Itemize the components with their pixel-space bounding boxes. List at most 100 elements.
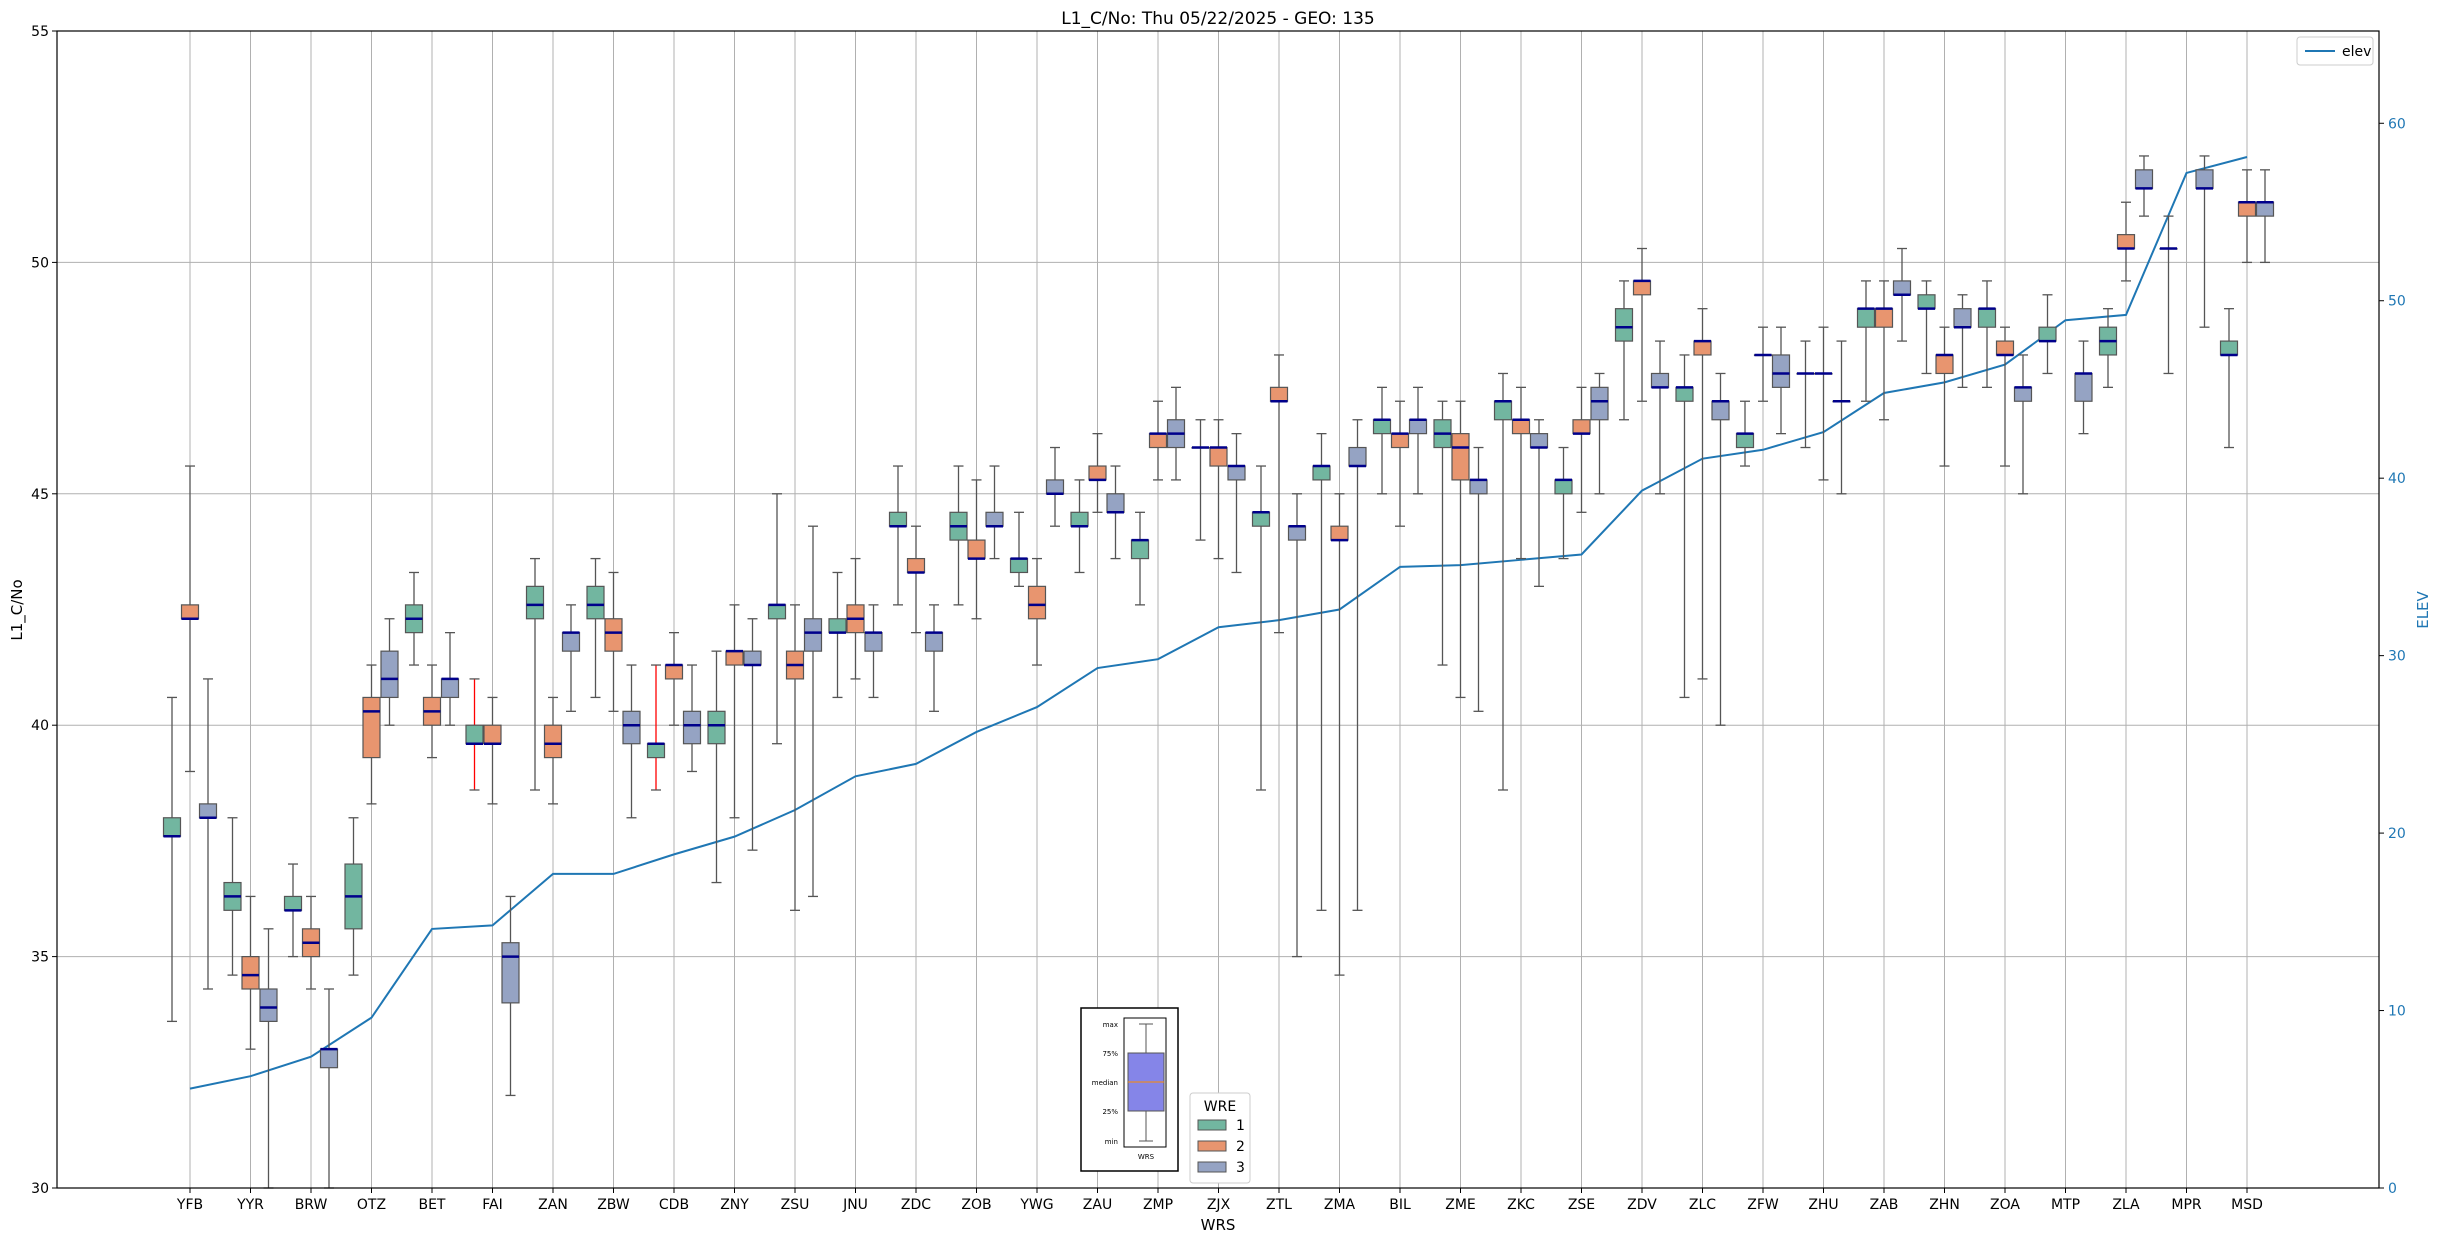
box-ZMP-wre2 — [1148, 400, 1168, 481]
box-BIL-wre1 — [1372, 386, 1392, 495]
box-CDB-wre2 — [664, 631, 684, 726]
box-MSD-wre2 — [2237, 169, 2257, 264]
box-ZMP-wre1 — [1130, 511, 1150, 606]
x-tick-label: MPR — [2171, 1197, 2202, 1213]
box-BRW-wre1 — [283, 863, 303, 958]
box-ZNY-wre3 — [743, 618, 762, 851]
y2-axis-label: ELEV — [2414, 590, 2432, 628]
y2-tick-label: 20 — [2388, 826, 2406, 842]
box-iqr — [1590, 386, 1609, 421]
box-iqr — [1935, 354, 1954, 375]
box-iqr — [2255, 201, 2275, 217]
box-ZME-wre1 — [1433, 400, 1452, 666]
box-ZFW-wre2 — [1753, 326, 1773, 402]
x-tick-label: ZLA — [2112, 1197, 2140, 1213]
box-ZLC-wre1 — [1675, 354, 1694, 699]
box-iqr — [180, 604, 200, 620]
box-MSD-wre3 — [2255, 169, 2275, 264]
x-tick-label: YYR — [236, 1197, 264, 1213]
wre-legend-swatch-1 — [1197, 1119, 1227, 1131]
box-iqr — [1330, 525, 1349, 541]
elev-legend: elev — [2296, 36, 2374, 66]
box-CDB-wre1 — [646, 664, 666, 791]
box-iqr — [1856, 308, 1876, 328]
box-iqr — [682, 710, 702, 745]
y-axis-right: 0 10 20 30 40 50 60 — [2379, 116, 2406, 1197]
box-MPR-wre1 — [2159, 215, 2178, 375]
box-iqr — [501, 942, 520, 1004]
box-ZMA-wre1 — [1312, 432, 1331, 911]
box-iqr — [664, 664, 684, 680]
box-iqr — [2116, 234, 2136, 250]
box-iqr — [162, 817, 182, 837]
x-tick-label: MTP — [2051, 1197, 2080, 1213]
box-ZKC-wre2 — [1511, 386, 1531, 560]
box-iqr — [1511, 419, 1531, 435]
box-ZOA-wre3 — [2013, 354, 2033, 495]
box-iqr — [1045, 479, 1065, 495]
box-ZDC-wre3 — [924, 604, 944, 712]
box-iqr — [1251, 511, 1271, 527]
chart-title: L1_C/No: Thu 05/22/2025 - GEO: 135 — [1061, 9, 1374, 29]
box-iqr — [283, 895, 303, 911]
box-BRW-wre3 — [319, 988, 339, 1189]
box-ZHU-wre1 — [1796, 340, 1815, 449]
box-ZKC-wre1 — [1493, 372, 1513, 791]
box-iqr — [646, 743, 666, 759]
box-iqr — [2219, 340, 2239, 356]
y-tick-label: 35 — [31, 950, 49, 966]
box-iqr — [604, 618, 623, 652]
box-iqr — [2237, 201, 2257, 217]
box-iqr — [1735, 433, 1755, 449]
box-ZSE-wre2 — [1572, 386, 1591, 513]
box-ZHN-wre1 — [1917, 280, 1936, 375]
box-BIL-wre2 — [1390, 400, 1410, 527]
box-iqr — [1312, 465, 1331, 481]
x-tick-label: ZOA — [1990, 1197, 2020, 1213]
box-CDB-wre3 — [682, 664, 702, 773]
box-YYR-wre1 — [223, 817, 242, 976]
box-iqr — [241, 955, 260, 990]
box-iqr — [1209, 446, 1228, 467]
box-BET-wre3 — [440, 631, 460, 726]
box-iqr — [1693, 340, 1712, 356]
box-iqr — [1372, 419, 1392, 435]
box-ZLA-wre2 — [2116, 201, 2136, 282]
x-tick-label: ZOB — [961, 1197, 991, 1213]
box-iqr — [1614, 308, 1634, 342]
x-tick-label: BRW — [295, 1197, 328, 1213]
x-tick-label: BIL — [1389, 1197, 1411, 1213]
box-ZDV-wre2 — [1632, 247, 1652, 402]
wre-legend-label-3: 3 — [1236, 1160, 1245, 1176]
box-ZJX-wre1 — [1191, 419, 1210, 541]
box-iqr — [440, 678, 460, 699]
box-BIL-wre3 — [1408, 386, 1428, 495]
y-tick-label: 50 — [31, 255, 49, 271]
y2-tick-label: 10 — [2388, 1004, 2406, 1020]
box-ZAB-wre3 — [1892, 247, 1912, 342]
box-iqr — [380, 650, 399, 699]
box-iqr — [525, 585, 545, 620]
box-ZMA-wre3 — [1348, 419, 1367, 911]
x-tick-label: ZDC — [901, 1197, 931, 1213]
inset-xlabel: WRS — [1138, 1153, 1155, 1161]
box-YFB-wre1 — [162, 696, 182, 1023]
wre-legend-title: WRE — [1204, 1099, 1236, 1115]
box-iqr — [1106, 493, 1125, 513]
box-iqr — [1995, 340, 2015, 356]
box-BET-wre2 — [422, 664, 442, 759]
x-tick-label: ZHU — [1808, 1197, 1838, 1213]
box-ZOB-wre2 — [967, 479, 986, 620]
box-iqr — [1953, 308, 1972, 328]
box-iqr — [2134, 169, 2154, 189]
box-iqr — [1009, 557, 1029, 574]
box-iqr — [1529, 433, 1549, 449]
box-ZOA-wre1 — [1977, 280, 1997, 389]
x-tick-label: ZJX — [1207, 1197, 1231, 1213]
box-iqr — [1269, 386, 1289, 402]
x-axis: YFB YYR BRW OTZ BET FAI ZAN ZBW CDB ZNY ZSU JNU ZDC Z… — [176, 1188, 2263, 1213]
y-tick-label: 55 — [31, 24, 49, 40]
box-iqr — [2195, 169, 2214, 189]
box-iqr — [1675, 386, 1694, 402]
box-OTZ-wre2 — [362, 664, 381, 805]
